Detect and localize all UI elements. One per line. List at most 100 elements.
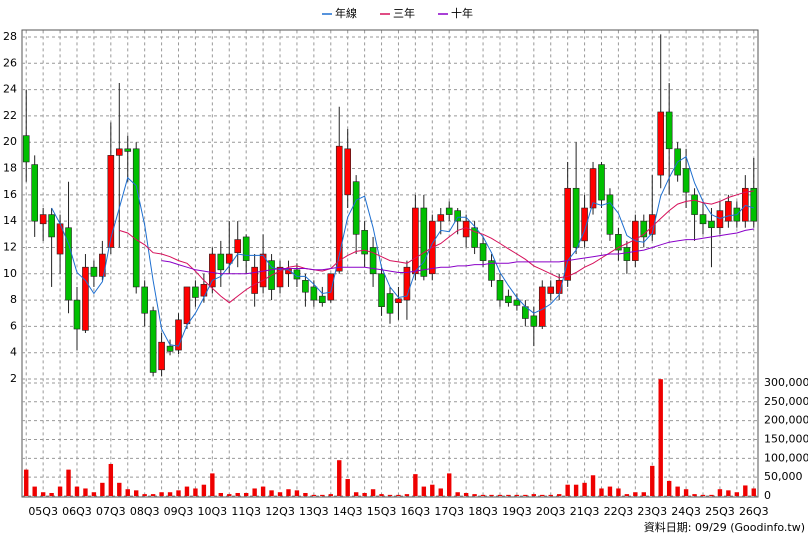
volume-bar xyxy=(692,494,697,496)
candle-body xyxy=(141,286,148,314)
volume-bar xyxy=(734,492,740,496)
candle-body xyxy=(708,220,715,229)
x-tick-label: 11Q3 xyxy=(231,505,261,518)
volume-bar xyxy=(108,463,114,496)
x-tick-label: 24Q3 xyxy=(671,505,701,518)
y-tick-label: 10 xyxy=(3,267,17,280)
legend-label: 三年 xyxy=(393,6,415,20)
volume-bar xyxy=(641,492,646,496)
volume-bar xyxy=(548,494,553,496)
volume-bar xyxy=(489,494,494,496)
source-note: 資料日期: 09/29 (Goodinfo.tw) xyxy=(644,520,805,534)
x-tick-label: 19Q3 xyxy=(502,505,532,518)
candle-body xyxy=(403,266,411,301)
volume-bar xyxy=(438,488,443,496)
volume-bar xyxy=(751,488,756,496)
volume-bar xyxy=(134,490,139,496)
volume-bar xyxy=(717,489,723,496)
x-tick-label: 18Q3 xyxy=(468,505,498,518)
volume-bar xyxy=(328,494,333,496)
volume-bar xyxy=(311,494,317,496)
volume-bar xyxy=(666,480,672,496)
candle-body xyxy=(73,299,81,330)
volume-bar xyxy=(430,484,435,496)
candle-body xyxy=(598,164,605,201)
candle-body xyxy=(352,181,360,235)
x-tick-label: 15Q3 xyxy=(367,505,397,518)
candle-body xyxy=(225,253,233,264)
candle-body xyxy=(65,227,72,301)
candle-body xyxy=(742,187,749,222)
volume-bar xyxy=(683,489,689,496)
volume-bar xyxy=(32,486,37,496)
y2-tick-label: 300,000 xyxy=(764,376,808,389)
candle-body xyxy=(234,239,242,254)
candle-body xyxy=(513,299,521,306)
candle-body xyxy=(48,214,55,238)
candle-body xyxy=(175,319,182,351)
volume-bar xyxy=(337,460,342,496)
volume-bar xyxy=(117,482,122,496)
candle-body xyxy=(327,273,335,301)
x-tick-label: 14Q3 xyxy=(333,505,363,518)
candle-body xyxy=(217,253,225,271)
candle-body xyxy=(124,148,132,152)
y2-tick-label: 150,000 xyxy=(764,432,808,445)
volume-bar xyxy=(726,490,731,496)
candle-body xyxy=(640,220,648,238)
volume-bar xyxy=(260,486,266,496)
y-tick-label: 16 xyxy=(3,188,17,201)
candle-body xyxy=(589,168,597,209)
candle-body xyxy=(581,207,588,242)
candle-body xyxy=(90,266,98,277)
candle-body xyxy=(691,194,698,215)
y-tick-label: 8 xyxy=(10,293,17,306)
candle-body xyxy=(412,207,419,275)
volume-bar xyxy=(650,465,655,496)
candle-body xyxy=(716,210,724,229)
volume-bar xyxy=(243,492,249,496)
volume-bar xyxy=(506,494,511,496)
candle-body xyxy=(378,273,385,307)
candle-body xyxy=(699,214,707,225)
volume-bar xyxy=(269,490,274,496)
y-tick-label: 20 xyxy=(3,135,17,148)
volume-bar xyxy=(218,492,224,496)
candle-body xyxy=(386,293,394,314)
x-tick-label: 12Q3 xyxy=(265,505,295,518)
volume-bar xyxy=(49,492,54,496)
volume-bar xyxy=(413,474,418,496)
candle-body xyxy=(132,148,140,288)
candle-body xyxy=(344,148,352,196)
x-tick-label: 05Q3 xyxy=(28,505,58,518)
candle-body xyxy=(606,194,614,235)
y2-tick-label: 200,000 xyxy=(764,414,808,427)
volume-bar xyxy=(159,492,164,496)
volume-bar xyxy=(201,484,207,496)
candle-body xyxy=(488,260,495,281)
y-tick-label: 6 xyxy=(10,319,17,332)
volume-bar xyxy=(210,473,215,496)
volume-bar xyxy=(167,492,173,496)
candle-body xyxy=(302,280,309,293)
volume-bar xyxy=(624,494,630,496)
candle-body xyxy=(665,111,673,150)
x-tick-label: 10Q3 xyxy=(198,505,228,518)
y-tick-label: 2 xyxy=(10,372,17,385)
volume-bar xyxy=(387,494,393,496)
candle-body xyxy=(623,247,631,261)
volume-bar xyxy=(66,469,71,496)
volume-bar xyxy=(514,494,520,496)
volume-bar xyxy=(379,494,384,496)
y-tick-label: 24 xyxy=(3,83,17,96)
y-tick-label: 12 xyxy=(3,240,17,253)
volume-bar xyxy=(607,486,613,496)
candle-body xyxy=(361,230,368,255)
y-tick-label: 22 xyxy=(3,109,17,122)
volume-bar xyxy=(150,494,156,496)
volume-bar xyxy=(565,484,570,496)
ma-line xyxy=(119,190,754,304)
volume-bar xyxy=(100,482,105,496)
volume-bar xyxy=(24,469,29,496)
volume-bar xyxy=(74,486,80,496)
